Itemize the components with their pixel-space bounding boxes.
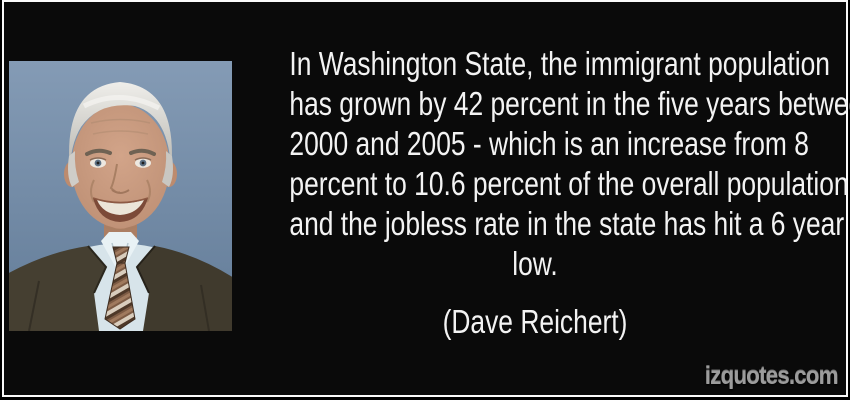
portrait-photo	[9, 61, 232, 331]
quote-line: low.	[512, 245, 558, 282]
quote-line: percent to 10.6 percent of the overall p…	[289, 165, 850, 202]
quote-text-block: In Washington State, the immigrant popul…	[289, 44, 850, 342]
quote-line: has grown by 42 percent in the five year…	[289, 85, 850, 122]
portrait-image	[9, 61, 232, 331]
quote-attribution: (Dave Reichert)	[442, 303, 628, 340]
quote-line: 2000 and 2005 - which is an increase fro…	[289, 125, 809, 162]
site-watermark: izquotes.com	[705, 362, 839, 390]
quote-line: In Washington State, the immigrant popul…	[289, 45, 830, 82]
quote-text: In Washington State, the immigrant popul…	[289, 44, 850, 284]
quote-line: and the jobless rate in the state has hi…	[289, 205, 845, 242]
